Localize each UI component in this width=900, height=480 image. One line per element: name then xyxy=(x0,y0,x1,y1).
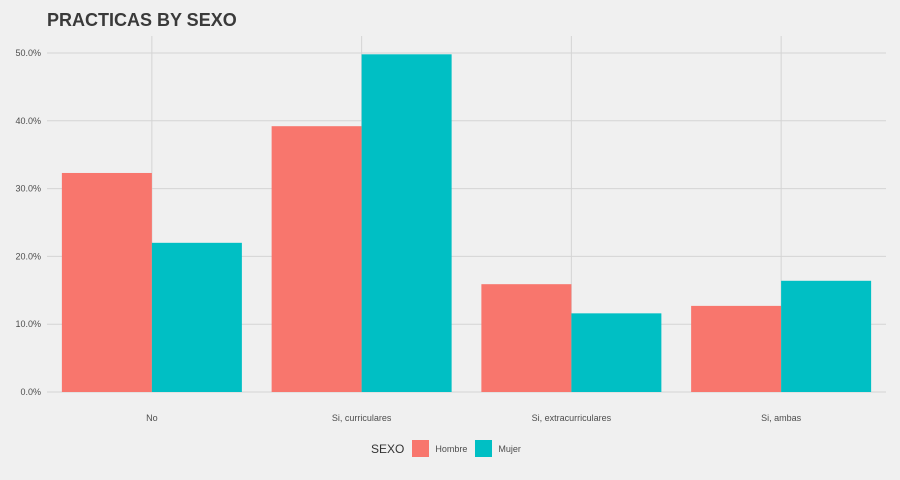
legend-label-hombre: Hombre xyxy=(435,443,468,454)
bar-mujer-0 xyxy=(151,242,242,392)
y-tick-label: 20.0% xyxy=(15,251,41,261)
y-tick-label: 30.0% xyxy=(15,184,41,194)
x-tick-label: Si, extracurriculares xyxy=(532,413,612,423)
y-tick-label: 50.0% xyxy=(15,48,41,58)
y-tick-label: 40.0% xyxy=(15,116,41,126)
legend-key-mujer xyxy=(475,440,493,457)
y-tick-label: 10.0% xyxy=(15,319,41,329)
bar-hombre-0 xyxy=(61,172,152,392)
legend-title: SEXO xyxy=(371,441,405,456)
x-tick-label: Si, ambas xyxy=(761,413,802,423)
x-tick-label: No xyxy=(146,413,158,423)
legend-key-hombre xyxy=(412,440,430,457)
x-tick-label: Si, curriculares xyxy=(332,413,392,423)
legend-item-mujer: Mujer xyxy=(475,440,521,457)
legend-item-hombre: Hombre xyxy=(412,440,467,457)
y-tick-label: 0.0% xyxy=(20,387,41,397)
bar-mujer-3 xyxy=(781,280,872,392)
legend-label-mujer: Mujer xyxy=(498,443,521,454)
bar-hombre-3 xyxy=(691,305,782,392)
bar-hombre-1 xyxy=(271,126,362,392)
bar-mujer-2 xyxy=(571,313,662,392)
chart-title: PRACTICAS BY SEXO xyxy=(47,10,237,30)
bar-mujer-1 xyxy=(361,54,452,393)
legend: SEXO Hombre Mujer xyxy=(0,440,900,457)
bar-hombre-2 xyxy=(481,284,572,392)
